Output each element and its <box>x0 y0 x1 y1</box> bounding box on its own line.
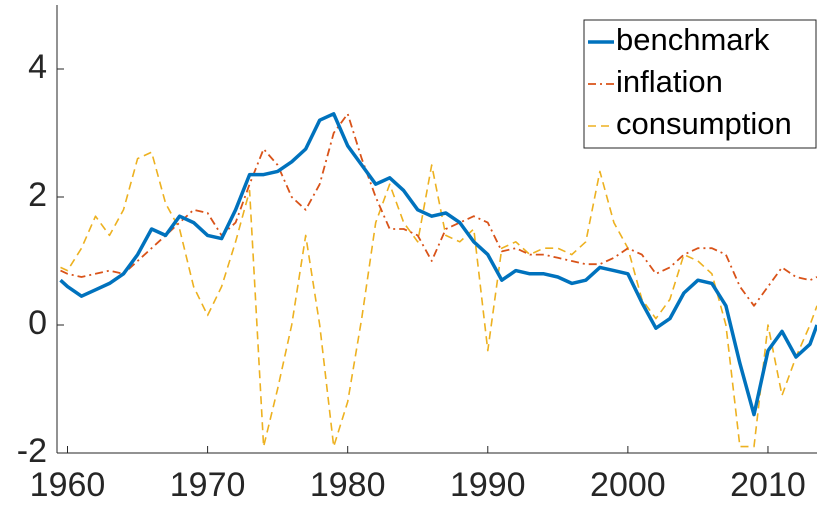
plot-area <box>59 112 817 448</box>
legend-label: inflation <box>616 64 723 99</box>
x-tick-label: 1980 <box>310 466 386 504</box>
x-tick-label: 2010 <box>730 466 806 504</box>
y-tick-label: 0 <box>28 304 47 342</box>
legend-label: benchmark <box>616 22 770 57</box>
series-line <box>60 151 817 448</box>
x-tick-label: 1970 <box>170 466 246 504</box>
y-tick-label: 2 <box>28 176 47 214</box>
series-line <box>59 112 817 417</box>
legend: benchmark inflation consumption <box>583 19 817 149</box>
x-tick-label: 1990 <box>450 466 526 504</box>
legend-label: consumption <box>616 106 792 141</box>
y-tick-label: 4 <box>28 48 47 86</box>
series-line <box>60 112 817 307</box>
legend-box <box>583 19 817 149</box>
x-tick-label: 1960 <box>30 466 106 504</box>
x-tick-label: 2000 <box>590 466 666 504</box>
y-tick-label: -2 <box>17 432 47 470</box>
